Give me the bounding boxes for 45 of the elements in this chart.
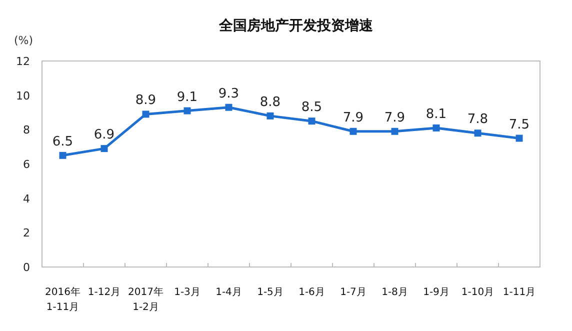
x-tick-label: 1-5月 bbox=[257, 287, 284, 298]
point bbox=[142, 110, 150, 118]
point bbox=[184, 107, 191, 114]
data-label: 8.1 bbox=[426, 106, 447, 122]
point bbox=[391, 128, 398, 135]
point bbox=[225, 104, 232, 111]
data-label: 8.8 bbox=[260, 94, 281, 110]
data-label: 6.5 bbox=[52, 134, 74, 150]
x-tick-label: 1-8月 bbox=[382, 287, 408, 298]
y-tick-label: 8 bbox=[23, 124, 30, 137]
data-label: 7.8 bbox=[467, 112, 488, 128]
point bbox=[516, 134, 523, 142]
point bbox=[59, 152, 66, 159]
x-tick-label: 1-9月 bbox=[423, 287, 450, 298]
point bbox=[266, 112, 274, 120]
x-tick-label: 2016年 1-11月 bbox=[45, 286, 80, 313]
point bbox=[308, 118, 316, 125]
y-tick-label: 6 bbox=[23, 158, 30, 171]
chart-title: 全国房地产开发投资增速 bbox=[218, 17, 374, 34]
y-axis-title: (%) bbox=[14, 34, 34, 47]
x-tick-label: 1-4月 bbox=[216, 287, 242, 298]
data-label: 7.5 bbox=[508, 117, 530, 132]
point bbox=[432, 124, 440, 132]
y-tick-label: 12 bbox=[16, 55, 30, 68]
point bbox=[474, 130, 482, 137]
y-tick-label: 0 bbox=[23, 261, 30, 274]
x-tick-label: 1-3月 bbox=[174, 287, 200, 298]
point bbox=[100, 145, 108, 152]
data-label: 6.9 bbox=[94, 128, 115, 143]
y-tick-label: 4 bbox=[23, 192, 30, 206]
data-label: 8.5 bbox=[301, 100, 322, 116]
y-tick-label: 2 bbox=[23, 226, 30, 240]
data-label: 7.9 bbox=[384, 110, 406, 126]
data-label: 9.1 bbox=[176, 90, 198, 105]
x-tick-label: 1-10月 bbox=[461, 287, 494, 298]
x-tick-label: 2017年 1-2月 bbox=[128, 286, 164, 313]
x-tick-label: 1-12月 bbox=[88, 287, 121, 298]
x-tick-label: 1-7月 bbox=[340, 287, 366, 298]
y-tick-label: 10 bbox=[16, 89, 30, 102]
data-label: 8.9 bbox=[135, 93, 156, 108]
x-tick-label: 1-6月 bbox=[298, 287, 325, 298]
data-label: 9.3 bbox=[218, 86, 240, 102]
point bbox=[350, 128, 357, 135]
x-tick-label: 1-11月 bbox=[502, 287, 536, 298]
data-label: 7.9 bbox=[342, 110, 364, 126]
